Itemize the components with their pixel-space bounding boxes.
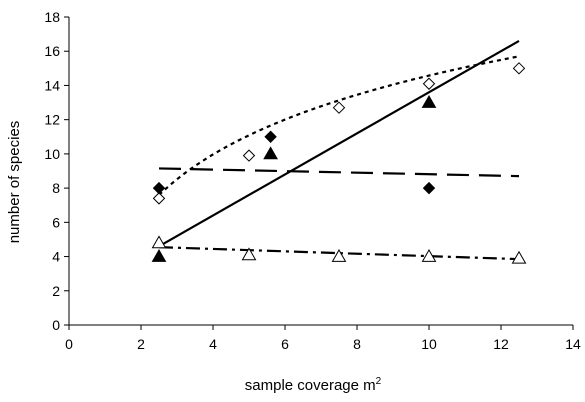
data-points [151, 62, 527, 264]
data-point-filled-diamond [422, 181, 436, 195]
x-tick-label: 12 [493, 336, 509, 352]
data-point-filled-diamond [264, 130, 277, 143]
x-axis-title-text: sample coverage m [245, 377, 376, 394]
x-tick-label: 2 [137, 336, 145, 352]
data-point-open-diamond [242, 149, 256, 162]
data-point-open-diamond [422, 77, 436, 90]
data-point-filled-triangle [263, 146, 278, 160]
data-point-open-triangle [421, 249, 437, 262]
y-tick-label: 18 [44, 9, 60, 25]
x-axis-title-superscript: 2 [376, 376, 382, 387]
axes [68, 17, 573, 326]
data-point-open-triangle [511, 250, 527, 264]
x-tick-label: 6 [281, 336, 289, 352]
x-tick-label: 10 [421, 336, 437, 352]
x-tick-label: 14 [565, 336, 581, 352]
y-tick-label: 6 [52, 214, 60, 230]
y-tick-label: 14 [44, 77, 60, 93]
y-tick-label: 0 [52, 317, 60, 333]
data-point-filled-diamond [152, 181, 166, 195]
y-tick-label: 16 [44, 43, 60, 59]
y-tick-label: 2 [52, 283, 60, 299]
data-point-open-diamond [512, 62, 526, 75]
trend-line-dotted [158, 55, 520, 196]
trend-line-dashed [158, 167, 520, 178]
data-point-open-triangle [241, 247, 257, 261]
data-point-open-diamond [152, 192, 166, 205]
data-point-open-triangle [151, 235, 167, 249]
data-point-open-triangle [331, 249, 347, 262]
tick-marks [64, 16, 574, 330]
x-axis-title: sample coverage m2 [245, 376, 382, 394]
y-tick-label: 10 [44, 146, 60, 162]
x-tick-label: 8 [353, 336, 361, 352]
data-point-filled-triangle [151, 249, 167, 262]
trend-lines [158, 40, 520, 261]
y-tick-label: 4 [52, 249, 60, 265]
x-tick-label: 4 [209, 336, 217, 352]
y-axis-title: number of species [6, 121, 23, 244]
trend-line-dash-dot [158, 246, 520, 261]
y-tick-label: 8 [52, 180, 60, 196]
data-point-open-diamond [332, 101, 346, 114]
x-tick-label: 0 [65, 336, 73, 352]
y-tick-label: 12 [44, 112, 60, 128]
trend-line-solid [158, 40, 520, 248]
data-point-filled-triangle [421, 95, 437, 108]
